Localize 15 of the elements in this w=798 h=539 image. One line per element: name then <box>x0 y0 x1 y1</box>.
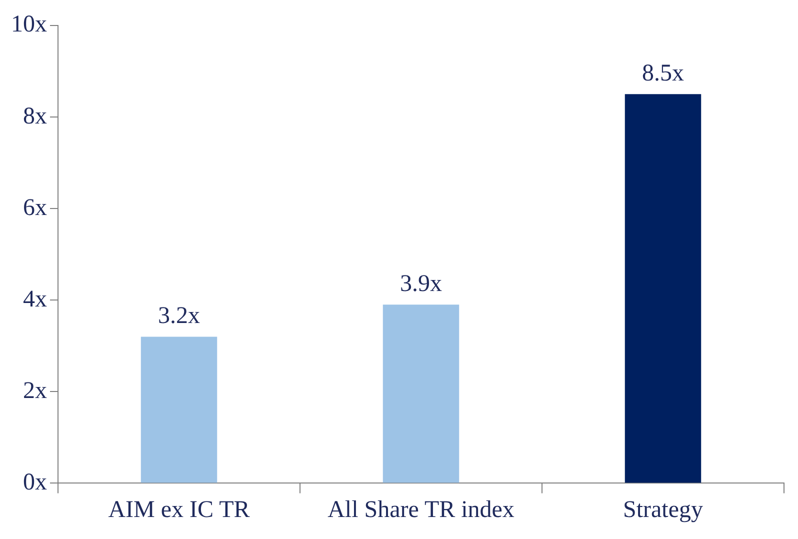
data-label: 3.9x <box>400 270 442 297</box>
y-tick-label: 0x <box>23 469 47 496</box>
data-label: 3.2x <box>158 303 200 329</box>
x-tick-label: All Share TR index <box>328 496 514 523</box>
x-tick-label: Strategy <box>623 496 703 523</box>
y-tick-label: 4x <box>23 286 47 312</box>
bar <box>140 336 218 483</box>
y-tick-label: 2x <box>23 378 47 404</box>
y-tick-label: 10x <box>11 12 47 38</box>
data-label: 8.5x <box>642 60 684 86</box>
bar <box>624 94 702 483</box>
x-tick-label: AIM ex IC TR <box>108 496 250 523</box>
y-tick-label: 8x <box>23 103 47 130</box>
y-tick-label: 6x <box>23 194 47 221</box>
bar <box>382 304 460 483</box>
